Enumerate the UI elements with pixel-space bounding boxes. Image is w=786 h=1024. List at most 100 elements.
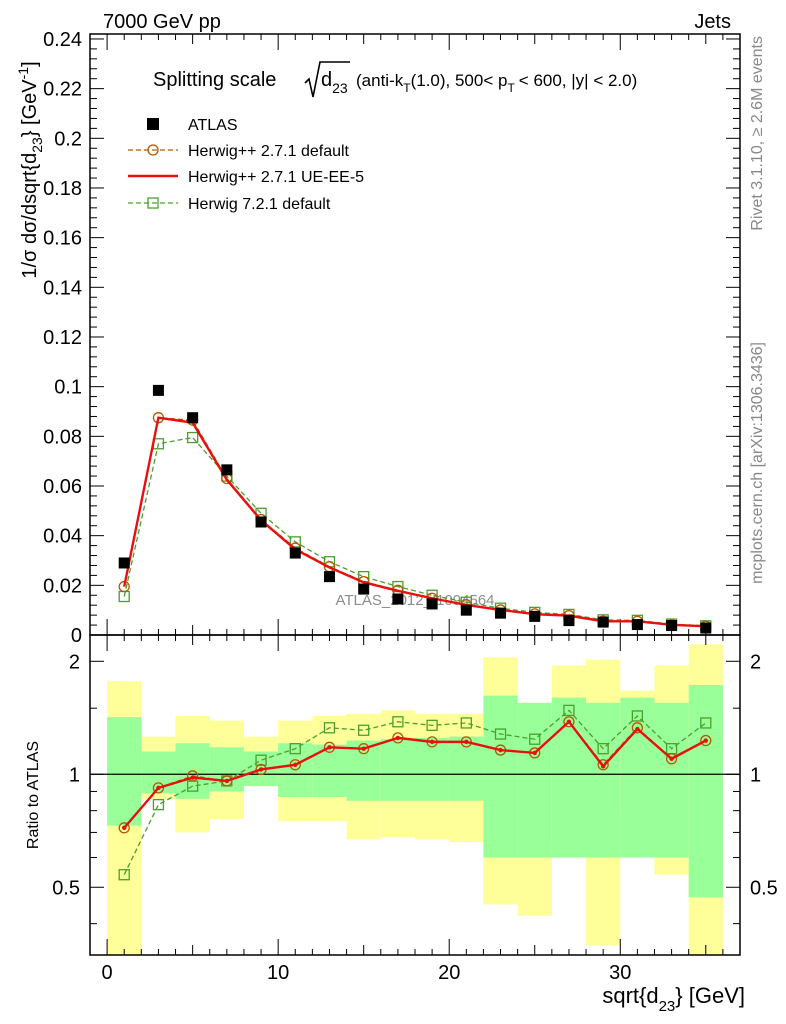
band-inner	[586, 702, 621, 858]
band-inner	[654, 702, 689, 858]
data-point	[147, 144, 159, 156]
data-point	[361, 746, 366, 751]
data-point	[631, 619, 643, 631]
y-tick-label: 0.2	[54, 128, 82, 150]
series-line	[123, 720, 707, 829]
data-point	[323, 722, 336, 734]
data-point	[147, 197, 159, 209]
legend: ATLAS Herwig++ 2.7.1 default Herwig++ 2.7.…	[128, 117, 364, 213]
data-point	[358, 583, 370, 595]
ratio-y-tick-label: 2	[69, 651, 80, 673]
title-root: d23	[321, 69, 348, 96]
title-sel-a: (anti-k	[356, 71, 404, 90]
data-point	[563, 716, 575, 728]
data-point	[118, 869, 130, 881]
data-point	[426, 598, 438, 610]
data-point	[631, 710, 644, 722]
data-point	[258, 767, 264, 772]
data-point	[392, 716, 404, 728]
data-point	[152, 384, 164, 396]
legend-label: Herwig 7.2.1 default	[188, 196, 331, 213]
ratio-frame	[89, 634, 741, 956]
main-ylabel-c: ]	[19, 61, 41, 67]
title-sel-c: < 600, |y| < 2.0)	[519, 71, 637, 90]
legend-label: Herwig++ 2.7.1 UE-EE-5	[188, 169, 364, 186]
legend-label: Herwig++ 2.7.1 default	[188, 143, 350, 160]
data-point	[498, 747, 503, 753]
series-line	[123, 416, 706, 628]
data-point	[529, 733, 541, 745]
data-point	[532, 750, 537, 756]
data-point	[323, 571, 335, 583]
y-tick-label: 0.04	[43, 526, 82, 548]
ratio-axes: 0.5 0.51 12 20 10 20 30	[52, 635, 778, 984]
data-point	[700, 734, 712, 747]
band-inner	[620, 697, 655, 858]
data-point	[187, 412, 199, 424]
data-point	[703, 738, 708, 743]
band-inner	[551, 697, 587, 858]
data-point	[566, 719, 572, 724]
data-point	[224, 778, 230, 784]
y-tick-label: 0.06	[43, 476, 82, 498]
data-point	[186, 431, 199, 444]
ratio-y-tick-label-right: 2	[750, 651, 761, 673]
data-point	[118, 822, 130, 834]
legend-swatch	[147, 118, 159, 130]
xlabel-a: sqrt{d	[602, 983, 658, 1008]
data-point	[597, 759, 609, 771]
data-point	[395, 735, 401, 741]
y-tick-label: 0.22	[43, 79, 82, 101]
data-point	[597, 616, 609, 628]
data-point	[460, 717, 472, 729]
y-tick-label: 0	[71, 625, 82, 647]
main-y-axis-label: 1/σ dσ/dsqrt{d23} [GeV-1]	[15, 61, 45, 278]
main-series	[118, 384, 712, 634]
y-tick-label: 0.14	[43, 277, 82, 299]
main-ylabel-b: } [GeV	[19, 79, 41, 137]
band-inner	[517, 702, 552, 858]
plot-title: Splitting scale	[153, 69, 276, 91]
ratio-series	[118, 704, 712, 881]
ratio-y-tick-label: 1	[69, 764, 80, 786]
data-point	[152, 782, 165, 794]
ratio-y-tick-label-right: 0.5	[750, 877, 778, 899]
header-category: Jets	[694, 11, 731, 33]
data-point	[255, 516, 267, 528]
data-point	[118, 557, 130, 569]
main-ylabel-a: 1/σ dσ/dsqrt{d	[19, 153, 41, 279]
data-point	[358, 724, 370, 736]
ratio-y-axis-label: Ratio to ATLAS	[25, 741, 42, 849]
data-point	[665, 753, 678, 765]
data-point	[563, 704, 575, 717]
header-process: 7000 GeV pp	[103, 11, 221, 33]
band-inner	[107, 717, 142, 826]
y-tick-label: 0.16	[43, 228, 82, 250]
y-tick-label: 0.02	[43, 575, 82, 597]
title-sel-b-sub: T	[507, 81, 515, 95]
data-point	[631, 722, 644, 734]
ratio-uncertainty-bands	[107, 644, 723, 955]
band-inner	[415, 737, 450, 801]
title-root-var: d	[321, 69, 332, 91]
band-inner	[688, 684, 723, 898]
data-point	[669, 756, 674, 761]
band-inner	[380, 739, 415, 801]
data-point	[635, 726, 640, 732]
series-line	[123, 709, 707, 876]
band-inner	[483, 695, 518, 858]
main-ylabel-sup: -1	[15, 67, 31, 80]
ratio-y-tick-label: 0.5	[52, 877, 80, 899]
analysis-watermark: ATLAS_2012_I1094564	[335, 592, 494, 609]
main-ylabel-sub: 23	[29, 137, 45, 153]
x-tick-label: 30	[609, 962, 631, 984]
data-point	[700, 717, 712, 729]
data-point	[392, 593, 404, 605]
data-point	[289, 743, 301, 755]
data-point	[289, 547, 301, 559]
title-prefix: Splitting scale	[153, 69, 276, 91]
ratio-y-tick-label-right: 1	[750, 764, 761, 786]
title-sel-a-sub: T	[403, 81, 411, 95]
legend-label: ATLAS	[188, 117, 238, 134]
